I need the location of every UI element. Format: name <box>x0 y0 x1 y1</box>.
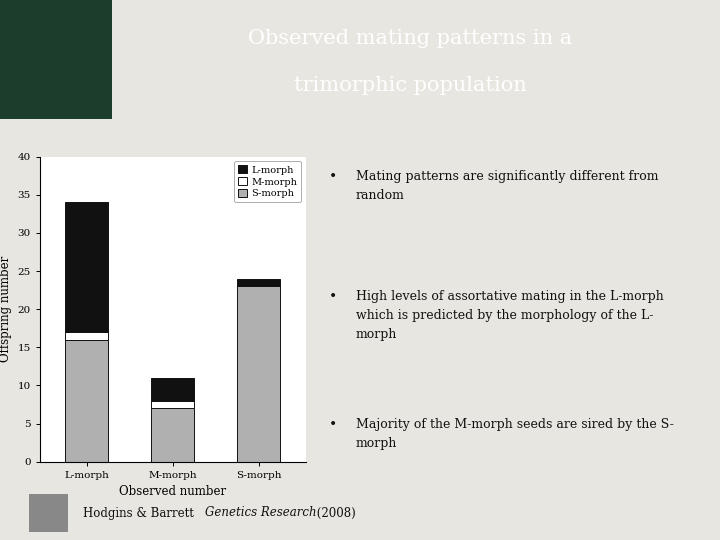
Bar <box>29 494 68 532</box>
Bar <box>238 286 280 462</box>
Text: Genetics Research: Genetics Research <box>205 507 317 519</box>
Bar <box>0 0 112 119</box>
Y-axis label: Offspring number: Offspring number <box>0 256 12 362</box>
Text: Observed mating patterns in a: Observed mating patterns in a <box>248 29 572 48</box>
Bar <box>151 378 194 401</box>
Bar <box>66 202 108 332</box>
Text: Majority of the M-morph seeds are sired by the S-
morph: Majority of the M-morph seeds are sired … <box>356 417 674 449</box>
Text: Mating patterns are significantly different from
random: Mating patterns are significantly differ… <box>356 170 659 202</box>
Bar <box>66 340 108 462</box>
Text: High levels of assortative mating in the L-morph
which is predicted by the morph: High levels of assortative mating in the… <box>356 291 664 341</box>
Bar <box>151 401 194 408</box>
Bar <box>66 332 108 340</box>
Text: trimorphic population: trimorphic population <box>294 76 527 95</box>
X-axis label: Observed number: Observed number <box>120 485 226 498</box>
Text: •: • <box>328 170 337 184</box>
Bar <box>151 408 194 462</box>
Legend: L-morph, M-morph, S-morph: L-morph, M-morph, S-morph <box>234 161 301 202</box>
Text: •: • <box>328 417 337 431</box>
Bar <box>238 279 280 286</box>
Text: •: • <box>328 291 337 305</box>
Text: (2008): (2008) <box>313 507 356 519</box>
Text: Hodgins & Barrett: Hodgins & Barrett <box>83 507 197 519</box>
